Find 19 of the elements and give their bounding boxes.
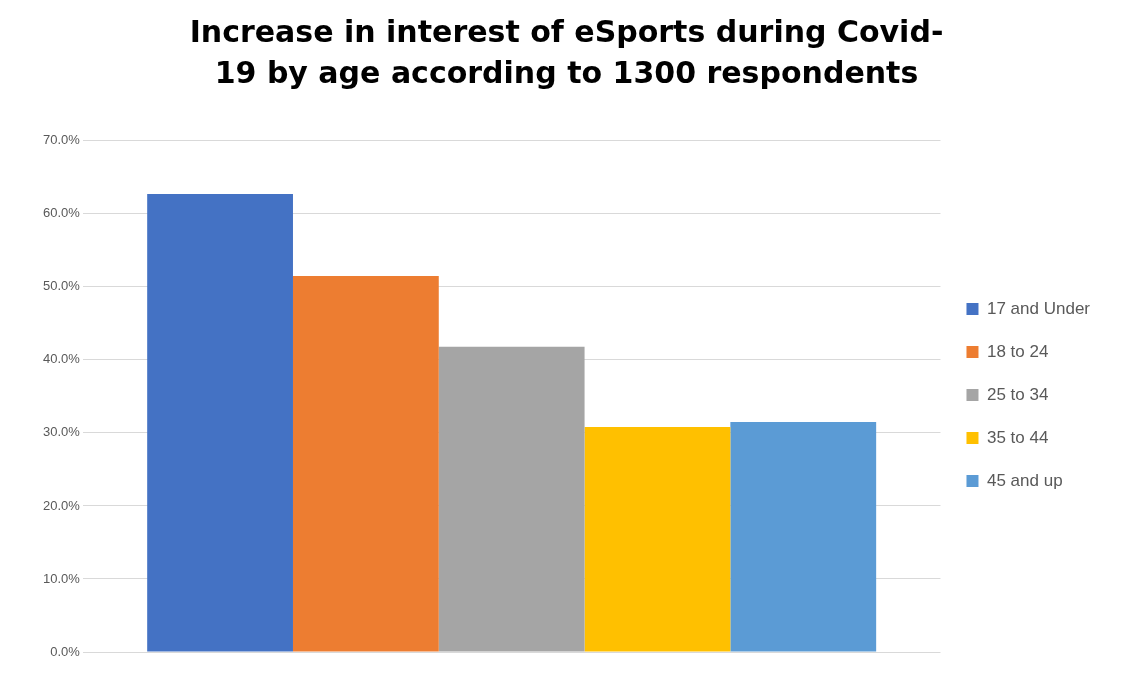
bar [730, 421, 877, 652]
y-tick-label: 0.0% [50, 643, 81, 659]
y-tick-label: 50.0% [42, 278, 81, 294]
legend-label: 25 to 34 [986, 384, 1049, 404]
legend-label: 35 to 44 [986, 427, 1049, 447]
legend-label: 17 and Under [986, 298, 1091, 318]
bar [292, 275, 439, 652]
y-tick-label: 10.0% [42, 570, 81, 586]
bar [438, 346, 585, 652]
y-tick-label: 30.0% [42, 424, 81, 440]
bar [147, 194, 293, 652]
y-tick-label: 60.0% [42, 205, 81, 221]
legend-label: 45 and up [986, 470, 1063, 490]
bar [584, 427, 731, 652]
chart-title: Increase in interest of eSports during Covid-19 by age according to 1300 respondents [188, 13, 945, 92]
y-tick-label: 70.0% [42, 132, 81, 148]
y-tick-label: 20.0% [42, 497, 81, 513]
legend-label: 18 to 24 [986, 341, 1049, 361]
y-tick-label: 40.0% [42, 351, 81, 367]
